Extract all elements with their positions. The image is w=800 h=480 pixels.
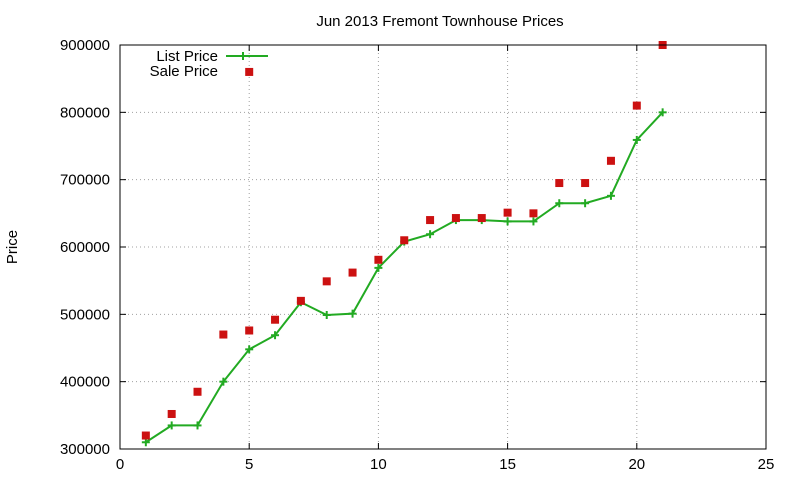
axes: 0 5 10 15 20 25 300000 400000 500000 600000 700000… (60, 37, 774, 473)
list-price-point (348, 309, 357, 318)
list-price-point (503, 217, 512, 226)
list-price-point (167, 421, 176, 430)
sale-price-point (271, 315, 280, 324)
chart-title: Jun 2013 Fremont Townhouse Prices (316, 13, 563, 30)
sale-price-point (296, 296, 305, 305)
list-price-point (271, 331, 280, 340)
sale-price-point (477, 214, 486, 223)
sale-price-point (503, 208, 512, 217)
sale-price-point (141, 431, 150, 440)
list-price-point (245, 345, 254, 354)
y-tick-label: 500000 (60, 306, 110, 323)
list-price-point (632, 135, 641, 144)
sale-price-point (529, 209, 538, 218)
x-tick-label: 20 (628, 456, 645, 473)
sale-price-point (632, 101, 641, 110)
sale-price-point (245, 67, 254, 76)
grid (120, 45, 766, 449)
y-axis-label: Price (4, 230, 21, 264)
sale-price-point (426, 216, 435, 225)
x-tick-label: 10 (370, 456, 387, 473)
sale-price-point (555, 179, 564, 188)
list-price-line (145, 111, 664, 444)
legend-label-sale-price: Sale Price (150, 63, 218, 80)
sale-price-point (374, 255, 383, 264)
legend-label-list-price: List Price (156, 48, 218, 65)
list-price-point (658, 108, 667, 117)
y-tick-label: 700000 (60, 172, 110, 189)
list-price-point (529, 217, 538, 226)
list-price-point (141, 438, 150, 447)
sale-price-point (451, 214, 460, 223)
sale-price-point (219, 330, 228, 339)
sale-price-point (245, 326, 254, 335)
x-tick-label: 5 (245, 456, 253, 473)
list-price-point (374, 263, 383, 272)
y-tick-label: 400000 (60, 374, 110, 391)
sale-price-point (322, 277, 331, 286)
plot-area (141, 41, 667, 447)
list-price-point (581, 199, 590, 208)
list-price-point (322, 311, 331, 320)
sale-price-point (167, 409, 176, 418)
x-tick-label: 25 (758, 456, 775, 473)
y-tick-label: 300000 (60, 441, 110, 458)
sale-price-point (348, 268, 357, 277)
y-tick-label: 900000 (60, 37, 110, 54)
y-tick-label: 800000 (60, 104, 110, 121)
sale-price-point (606, 156, 615, 165)
list-price-point (193, 421, 202, 430)
list-price-point (219, 377, 228, 386)
sale-price-point (193, 387, 202, 396)
sale-price-point (400, 236, 409, 245)
list-price-point (426, 230, 435, 239)
x-tick-label: 0 (116, 456, 124, 473)
list-price-point (555, 199, 564, 208)
list-price-point (606, 191, 615, 200)
x-tick-label: 15 (499, 456, 516, 473)
y-tick-label: 600000 (60, 239, 110, 256)
sale-price-point (581, 179, 590, 188)
